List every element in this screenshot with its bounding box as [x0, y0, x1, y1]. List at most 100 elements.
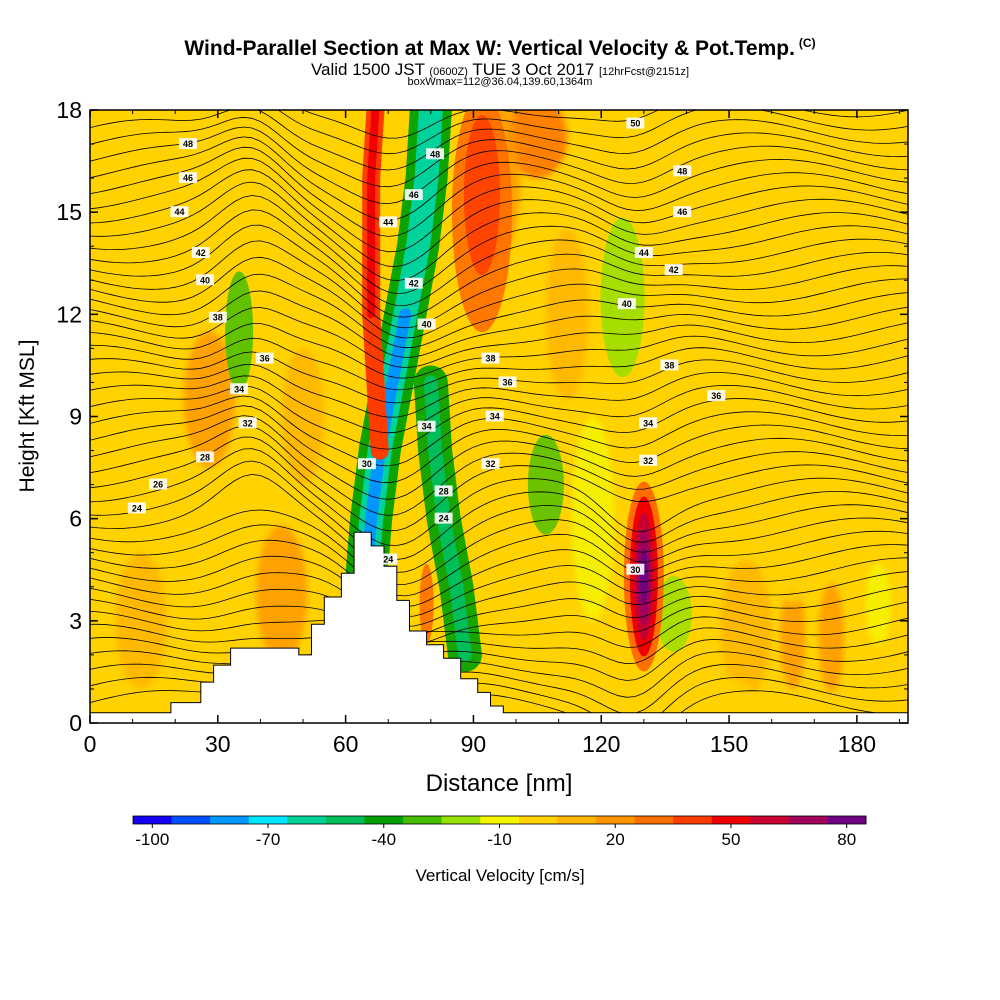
- contour-label: 38: [660, 359, 679, 371]
- svg-text:36: 36: [260, 354, 270, 364]
- w-field-blob: [225, 271, 254, 392]
- w-field-blob: [281, 348, 325, 485]
- y-tick-label: 6: [69, 506, 82, 532]
- svg-text:46: 46: [677, 207, 687, 217]
- w-field-blob: [865, 562, 891, 645]
- theta-contour: [90, 181, 908, 282]
- contour-label: 30: [357, 458, 376, 470]
- w-field-blob: [507, 110, 568, 179]
- contour-label: 36: [255, 352, 274, 364]
- x-tick-label: 90: [461, 731, 487, 757]
- colorbar-tick-label: -70: [256, 830, 281, 849]
- colorbar-tick-label: -40: [371, 830, 396, 849]
- x-axis: 0 30 60 90 120 150 180: [84, 110, 900, 757]
- contour-label: 46: [178, 172, 197, 184]
- theta-contour: [90, 290, 908, 358]
- theta-contour: [90, 110, 908, 171]
- x-tick-label: 180: [838, 731, 876, 757]
- colorbar-swatch: [711, 816, 751, 824]
- svg-text:28: 28: [439, 486, 449, 496]
- svg-text:46: 46: [409, 190, 419, 200]
- svg-text:40: 40: [622, 299, 632, 309]
- y-tick-label: 3: [69, 608, 82, 634]
- theta-contour: [90, 240, 908, 329]
- contour-label: 36: [498, 376, 517, 388]
- contour-label: 40: [417, 318, 436, 330]
- theta-contour: [90, 136, 908, 221]
- theta-contour: [90, 157, 908, 253]
- svg-text:48: 48: [183, 139, 193, 149]
- colorbar-swatch: [673, 816, 713, 824]
- theta-contour: [90, 385, 908, 450]
- contour-label: 34: [417, 420, 436, 432]
- colorbar-tick-label: -100: [135, 830, 169, 849]
- w-field-blob: [545, 229, 589, 400]
- svg-text:32: 32: [643, 456, 653, 466]
- theta-contour: [90, 585, 908, 637]
- colorbar-swatch: [827, 816, 867, 824]
- svg-text:34: 34: [643, 418, 653, 428]
- colorbar-swatch: [441, 816, 481, 824]
- contour-label: 46: [673, 206, 692, 218]
- w-field-blob: [716, 161, 785, 434]
- theta-contour: [90, 448, 908, 546]
- svg-text:50: 50: [630, 119, 640, 129]
- w-field-blob: [771, 501, 815, 604]
- contour-label: 44: [379, 216, 398, 228]
- contour-label: 38: [208, 311, 227, 323]
- contour-label: 48: [426, 148, 445, 160]
- w-field-blob: [256, 525, 308, 662]
- contour-label: 38: [481, 352, 500, 364]
- colorbar: [132, 815, 867, 825]
- box-info: boxWmax=112@36.04,139.60,1364m: [407, 76, 593, 88]
- theta-contour: [90, 539, 908, 608]
- svg-text:44: 44: [383, 217, 393, 227]
- contour-label: 24: [379, 553, 398, 565]
- svg-text:34: 34: [490, 412, 500, 422]
- theta-contour: [90, 375, 908, 434]
- svg-text:44: 44: [639, 248, 649, 258]
- svg-text:42: 42: [669, 265, 679, 275]
- contour-label: 48: [673, 165, 692, 177]
- x-tick-label: 150: [710, 731, 748, 757]
- theta-contour: [90, 146, 908, 237]
- contour-label: 36: [707, 390, 726, 402]
- theta-contour: [90, 571, 908, 627]
- x-tick-label: 120: [582, 731, 620, 757]
- theta-contour: [90, 364, 908, 418]
- svg-text:24: 24: [132, 503, 142, 513]
- contour-label: 42: [404, 277, 423, 289]
- w-field-blob: [818, 583, 845, 693]
- svg-text:30: 30: [630, 565, 640, 575]
- theta-contour: [90, 256, 908, 339]
- svg-text:36: 36: [503, 377, 513, 387]
- theta-contour: [90, 415, 908, 500]
- theta-contour: [90, 116, 908, 188]
- y-axis-label: Height [Kft MSL]: [16, 340, 39, 493]
- contour-label: 48: [178, 138, 197, 150]
- theta-contour: [90, 209, 908, 307]
- chart-subtitle: Valid 1500 JST (0600Z) TUE 3 Oct 2017 [1…: [310, 60, 690, 79]
- theta-contour: [90, 425, 908, 516]
- theta-contour: [90, 169, 908, 267]
- contour-label: 50: [626, 117, 645, 129]
- colorbar-swatch: [133, 816, 173, 824]
- svg-text:30: 30: [362, 459, 372, 469]
- colorbar-swatch: [287, 816, 327, 824]
- colorbar-swatch: [171, 816, 211, 824]
- colorbar-swatch: [634, 816, 674, 824]
- copyright-mark: (C): [798, 36, 816, 50]
- contour-label: 34: [639, 417, 658, 429]
- svg-text:44: 44: [174, 207, 184, 217]
- contour-label: 40: [196, 274, 215, 286]
- theta-contour: [90, 555, 908, 618]
- svg-text:32: 32: [243, 418, 253, 428]
- svg-text:32: 32: [485, 459, 495, 469]
- theta-contour: [90, 126, 908, 205]
- w-field-blob: [115, 552, 167, 689]
- contour-label: 44: [170, 206, 189, 218]
- contour-label: 34: [485, 410, 504, 422]
- colorbar-swatch: [248, 816, 288, 824]
- contour-label: 24: [434, 512, 453, 524]
- colorbar-tick-label: 50: [722, 830, 741, 849]
